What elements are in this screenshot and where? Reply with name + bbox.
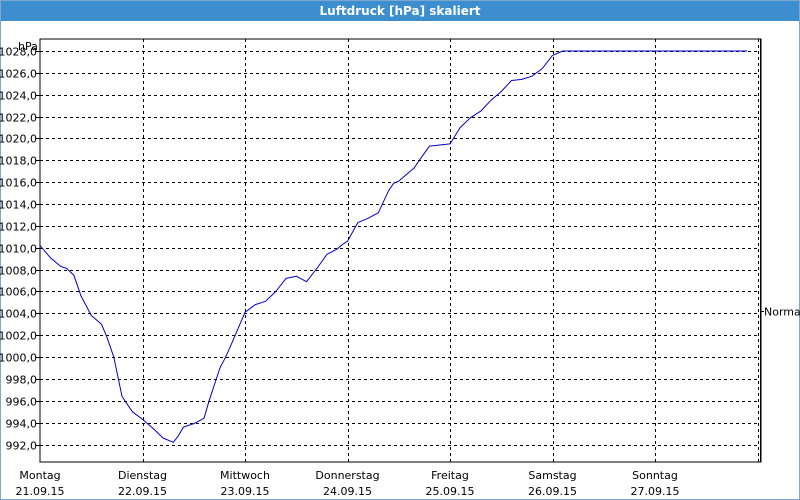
y-tick-label: 998,0 — [6, 374, 38, 387]
reference-label: Normal — [764, 306, 800, 319]
y-tick-label: 1000,0 — [0, 352, 37, 365]
plot-area — [39, 38, 762, 463]
y-tick-label: 996,0 — [6, 396, 38, 409]
y-axis-unit: hPa — [18, 40, 38, 53]
chart-title: Luftdruck [hPa] skaliert — [1, 1, 799, 21]
y-tick-label: 1002,0 — [0, 330, 37, 343]
y-tick-label: 1012,0 — [0, 221, 37, 234]
x-tick-label-date: 27.09.15 — [631, 485, 680, 498]
x-tick-label-date: 22.09.15 — [118, 485, 167, 498]
x-tick-label-date: 26.09.15 — [528, 485, 577, 498]
y-tick-label: 1004,0 — [0, 308, 37, 321]
x-tick-label-day: Sonntag — [632, 469, 678, 482]
y-tick-label: 1010,0 — [0, 243, 37, 256]
x-tick-label-day: Samstag — [528, 469, 576, 482]
y-tick-label: 1008,0 — [0, 265, 37, 278]
x-tick-label-date: 25.09.15 — [426, 485, 475, 498]
series-line — [39, 50, 748, 443]
y-tick-label: 994,0 — [6, 418, 38, 431]
y-tick-label: 1024,0 — [0, 90, 37, 103]
y-tick-label: 1020,0 — [0, 133, 37, 146]
y-tick-label: 1026,0 — [0, 68, 37, 81]
x-tick-label-date: 21.09.15 — [16, 485, 65, 498]
y-tick-label: 1014,0 — [0, 199, 37, 212]
y-tick-label: 1022,0 — [0, 112, 37, 125]
x-tick-label-day: Donnerstag — [315, 469, 379, 482]
x-tick-label-day: Freitag — [431, 469, 469, 482]
x-tick-label-day: Mittwoch — [220, 469, 270, 482]
y-tick-label: 1018,0 — [0, 155, 37, 168]
y-tick-label: 1028,0 — [0, 46, 37, 59]
y-tick-label: 992,0 — [6, 440, 38, 453]
x-tick-label-date: 23.09.15 — [221, 485, 270, 498]
y-tick-label: 1006,0 — [0, 286, 37, 299]
x-tick-label-day: Dienstag — [118, 469, 167, 482]
x-tick-label-day: Montag — [19, 469, 60, 482]
y-tick-label: 1016,0 — [0, 177, 37, 190]
x-tick-label-date: 24.09.15 — [323, 485, 372, 498]
